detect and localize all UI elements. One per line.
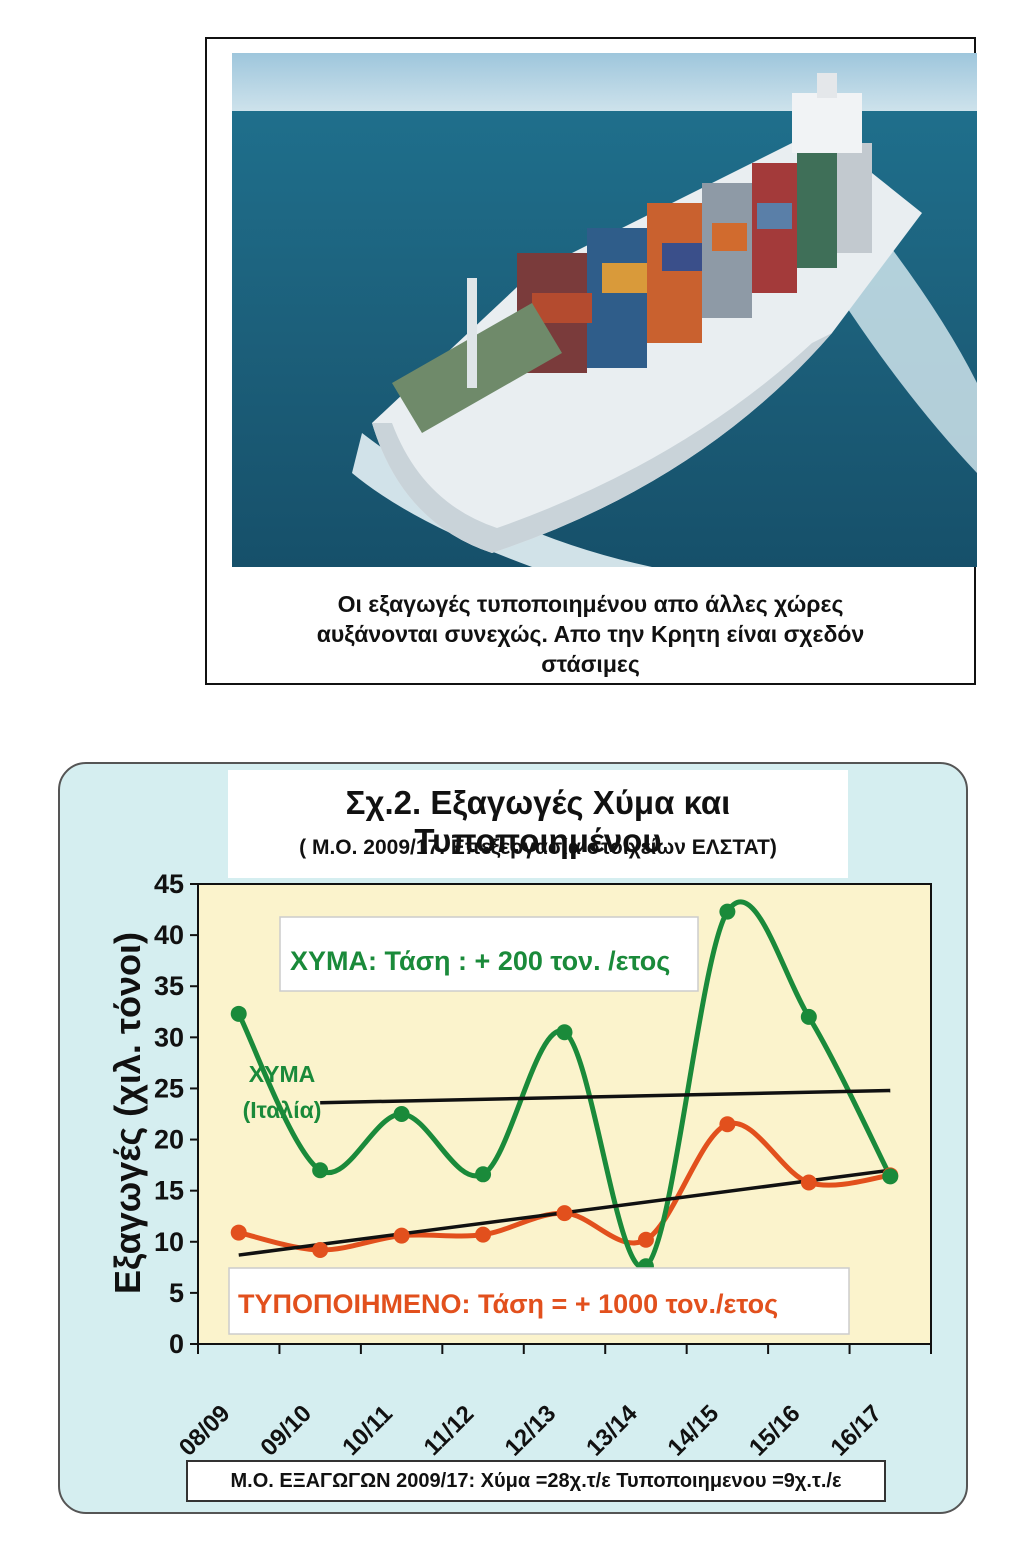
y-tick-label: 30 <box>154 1022 184 1052</box>
series-line-xyma <box>236 899 893 1270</box>
data-point-typo <box>556 1205 573 1222</box>
chart-title-box: Σχ.2. Εξαγωγές Χύμα και Τυποποιημένου ( … <box>228 770 848 878</box>
y-tick-label: 40 <box>154 920 184 950</box>
container-ship-photo <box>232 53 977 567</box>
photo-caption-line-2: αυξάνονται συνεχώς. Απο την Κρητη είναι … <box>316 621 865 647</box>
xyma-trend-label: ΧΥΜΑ: Τάση : + 200 τον. /ετος <box>290 946 670 976</box>
typo-trend-box <box>228 1267 850 1335</box>
data-point-xyma <box>393 1106 410 1122</box>
data-point-typo <box>230 1224 247 1241</box>
y-tick-label: 45 <box>154 869 184 899</box>
data-point-typo <box>800 1174 817 1191</box>
italy-label-line-2: (Ιταλία) <box>243 1097 322 1123</box>
trendline-xyma <box>320 1088 891 1105</box>
y-tick-label: 0 <box>169 1329 184 1359</box>
y-tick-label: 35 <box>154 971 184 1001</box>
y-tick-label: 25 <box>154 1073 184 1103</box>
photo-caption-line-3: στάσιμες <box>541 651 640 677</box>
data-point-typo <box>393 1227 410 1244</box>
y-tick-label: 15 <box>154 1176 184 1206</box>
data-point-typo <box>637 1231 654 1248</box>
x-tick-label: 15/16 <box>744 1400 806 1462</box>
y-tick-label: 5 <box>169 1278 184 1308</box>
y-tick-label: 20 <box>154 1125 184 1155</box>
y-axis-label: Εξαγωγές (χιλ. τόνοι) <box>107 932 148 1294</box>
chart-title: Σχ.2. Εξαγωγές Χύμα και Τυποποιημένου <box>345 784 731 859</box>
chart-subtitle: ( Μ.Ο. 2009/17. Επεξεργασία στοιχείων ΕΛ… <box>299 836 777 859</box>
xyma-trend-box <box>279 916 699 992</box>
data-point-xyma <box>882 1168 899 1185</box>
data-point-typo <box>719 1116 736 1133</box>
x-tick-label: 11/12 <box>419 1400 480 1461</box>
x-tick-label: 10/11 <box>337 1400 398 1461</box>
data-point-xyma <box>230 1005 247 1022</box>
data-point-xyma <box>312 1162 329 1179</box>
data-point-xyma <box>800 1008 817 1025</box>
x-tick-label: 09/10 <box>255 1400 317 1462</box>
data-point-xyma <box>719 903 736 920</box>
data-point-typo <box>475 1226 492 1243</box>
x-tick-label: 08/09 <box>174 1400 236 1462</box>
chart-footer: Μ.Ο. ΕΞΑΓΩΓΩΝ 2009/17: Χύμα =28χ.τ/ε Τυπ… <box>186 1460 886 1502</box>
data-point-typo <box>312 1241 329 1258</box>
container-ship-illustration <box>232 53 977 567</box>
series-line-typo <box>236 1120 893 1253</box>
photo-caption-line-1: Οι εξαγωγές τυποποιημένου απο άλλες χώρε… <box>337 591 844 617</box>
x-tick-label: 12/13 <box>500 1400 562 1462</box>
photo-caption: Οι εξαγωγές τυποποιημένου απο άλλες χώρε… <box>227 589 954 679</box>
x-tick-label: 14/15 <box>663 1400 725 1462</box>
data-point-xyma <box>556 1024 573 1041</box>
italy-label-line-1: ΧΥΜΑ <box>249 1061 315 1087</box>
photo-panel: Οι εξαγωγές τυποποιημένου απο άλλες χώρε… <box>205 37 977 685</box>
x-tick-label: 13/14 <box>581 1399 643 1461</box>
y-tick-label: 10 <box>154 1227 184 1257</box>
data-point-xyma <box>475 1166 492 1183</box>
typo-trend-label: ΤΥΠΟΠΟΙΗΜΕΝΟ: Τάση = + 1000 τον./ετος <box>238 1289 778 1319</box>
x-tick-label: 16/17 <box>825 1400 887 1462</box>
